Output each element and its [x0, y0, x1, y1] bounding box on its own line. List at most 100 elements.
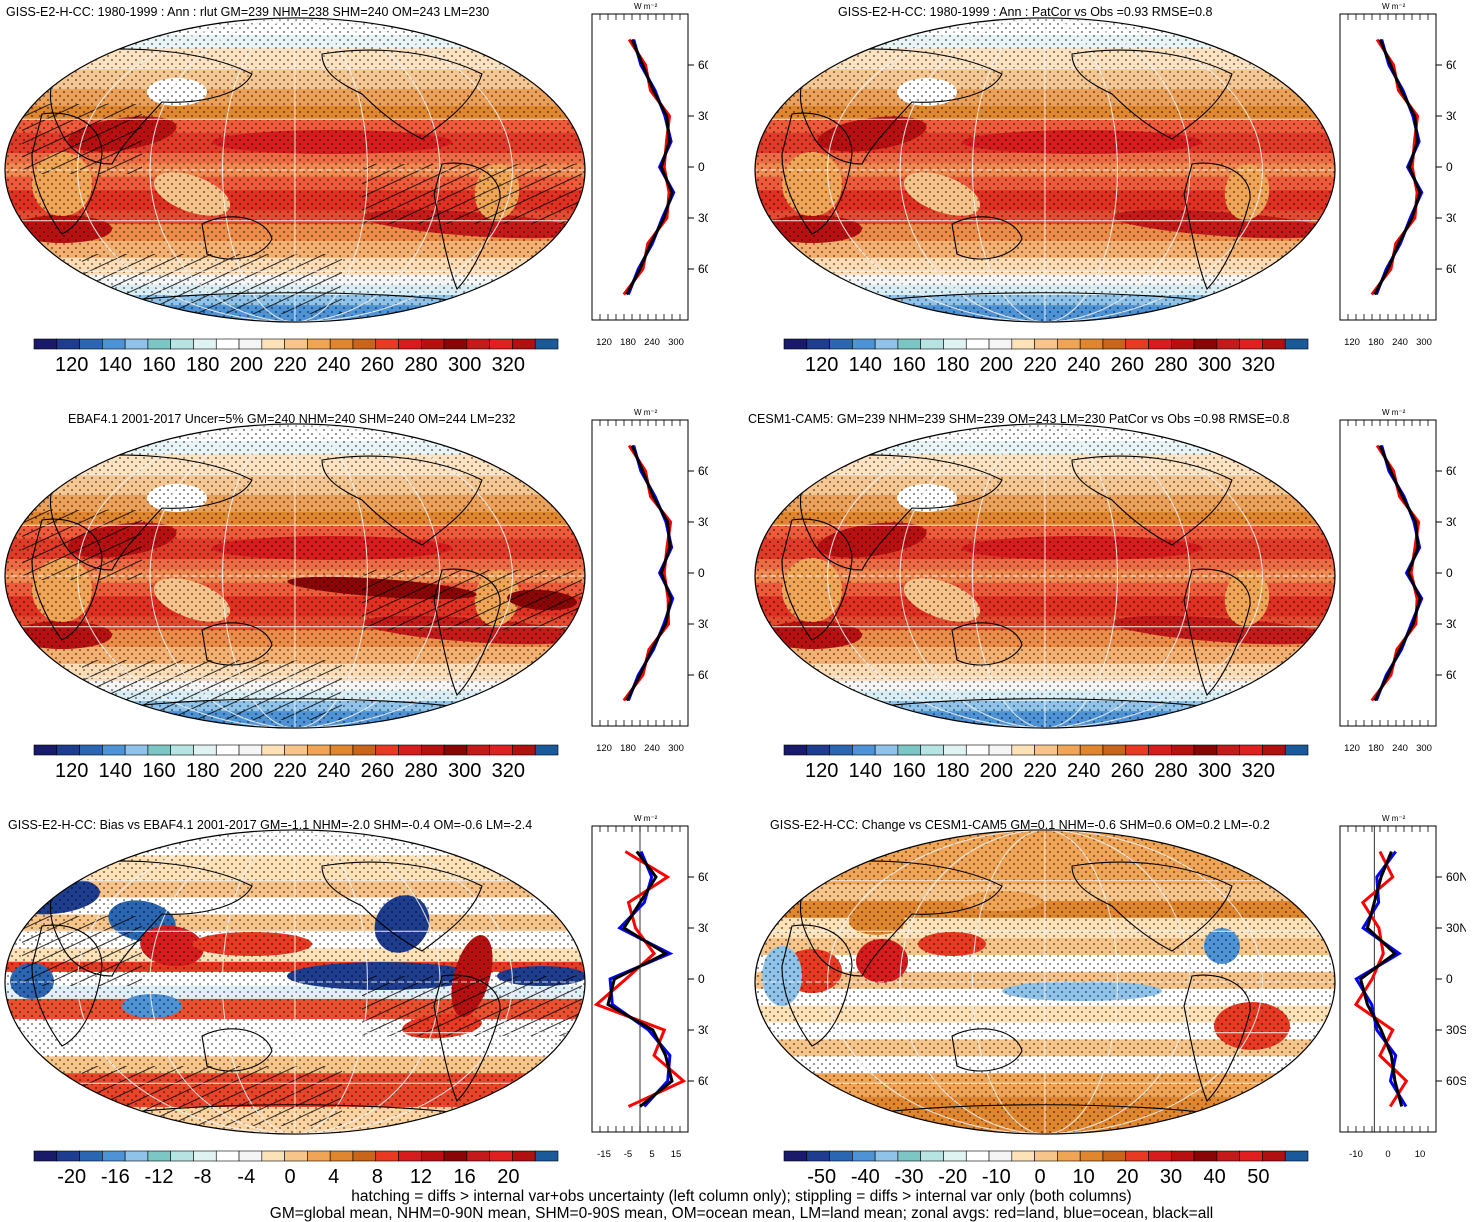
colorbar-segment [238, 744, 263, 756]
coastline-south-america [1183, 568, 1251, 696]
colorbar-tick-label: 180 [186, 354, 219, 376]
colorbar-segment [852, 338, 876, 350]
coastline-north-america [321, 861, 483, 952]
zonal-lat-label: 30N [698, 515, 708, 529]
colorbar-tick-label: 4 [328, 1166, 339, 1188]
colorbar-segment [1057, 1150, 1081, 1162]
zonal-unit-label: W m⁻² [634, 814, 658, 823]
colorbar-segment [920, 744, 944, 756]
zonal-lat-label: 30S [1446, 211, 1456, 225]
colorbar-tick-label: 280 [404, 760, 437, 782]
zonal-x-tick-label: 120 [596, 337, 612, 348]
colorbar-segment [193, 1150, 217, 1162]
zonal-lat-label: 30S [1446, 617, 1456, 631]
colorbar-tick-label: -30 [895, 1166, 924, 1188]
coastline-eurasia [799, 454, 1003, 571]
zonal-x-tick-label: 120 [1344, 337, 1360, 348]
colorbar-tick-label: 320 [1242, 760, 1275, 782]
colorbar-segment [1102, 1150, 1127, 1162]
colorbar-segment [284, 338, 308, 350]
colorbar-segment [1193, 1150, 1218, 1162]
colorbar-tick-label: 240 [317, 354, 350, 376]
coastline-antarctica [851, 698, 1233, 711]
coastline-antarctica [851, 1104, 1233, 1117]
zonal-land-line [1353, 850, 1409, 1108]
coastline-south-america [433, 162, 501, 290]
zonal-ocean-line [627, 445, 675, 702]
colorbar-tick-label: 220 [1023, 354, 1056, 376]
colorbar-segment [329, 1150, 354, 1162]
colorbar-segment [124, 744, 149, 756]
colorbar-segment [829, 1150, 853, 1162]
zonal-x-tick-label: 10 [1415, 1149, 1426, 1160]
graticule-meridian [971, 17, 1046, 323]
colorbar-segment [1171, 338, 1195, 350]
colorbar-segment [1239, 744, 1263, 756]
zonal-lat-label: 30N [1446, 921, 1466, 935]
colorbar-segment [466, 338, 490, 350]
zonal-land-line [593, 850, 687, 1108]
zonal-mean-plot: W m⁻² 60N 30N 0 30S 60S -15 -5 5 15 [591, 814, 708, 1160]
map-border [4, 17, 586, 323]
colorbar-segment [1262, 744, 1286, 756]
colorbar: 120 140 160 180 200 220 240 260 280 300 320 [783, 338, 1309, 376]
colorbar-segment [124, 1150, 149, 1162]
colorbar-segment [988, 1150, 1013, 1162]
coastline-africa [781, 924, 853, 1047]
colorbar-tick-label: 220 [273, 354, 306, 376]
colorbar-tick-label: 260 [361, 760, 394, 782]
graticule-meridian [971, 829, 1046, 1135]
zonal-lat-label: 60S [1446, 1074, 1466, 1088]
panel-title: GISS-E2-H-CC: Bias vs EBAF4.1 2001-2017 … [8, 818, 533, 832]
colorbar-segment [307, 338, 331, 350]
graticule-meridian [294, 423, 369, 729]
colorbar-tick-label: 20 [497, 1166, 519, 1188]
map-border [4, 829, 586, 1135]
colorbar-segment [1148, 338, 1172, 350]
hatching [82, 660, 342, 720]
colorbar-tick-label: -40 [851, 1166, 880, 1188]
colorbar: 120 140 160 180 200 220 240 260 280 300 320 [33, 338, 559, 376]
colorbar-segment [874, 744, 899, 756]
coastlines [781, 860, 1251, 1117]
colorbar-segment [1262, 338, 1286, 350]
colorbar-segment [284, 744, 308, 756]
colorbar-segment [1011, 744, 1035, 756]
coastline-eurasia [49, 454, 253, 571]
graticule [754, 829, 1335, 1135]
global-map [754, 17, 1336, 323]
graticule-meridian [149, 829, 296, 1135]
colorbar-tick-label: 260 [1111, 760, 1144, 782]
coastline-australia [951, 622, 1023, 666]
colorbar-segment [215, 1150, 240, 1162]
hatching [82, 254, 342, 314]
zonal-mean-plot: W m⁻² 60N 30N 0 30S 60S 120 180 240 300 [591, 2, 708, 348]
zonal-lat-label: 30N [1446, 515, 1456, 529]
colorbar-segment [398, 1150, 422, 1162]
colorbar-segment [238, 338, 263, 350]
colorbar-tick-label: 160 [142, 354, 175, 376]
graticule-meridian [149, 423, 296, 729]
colorbar-segment [466, 744, 490, 756]
colorbar-segment [79, 1150, 103, 1162]
colorbar-segment [874, 338, 899, 350]
zonal-mean-plot: W m⁻² 60N 30N 0 30S 60S -10 0 10 [1339, 814, 1466, 1160]
zonal-ocean-line [1375, 445, 1424, 702]
zonal-unit-label: W m⁻² [1382, 2, 1406, 11]
hatching [362, 976, 582, 1036]
colorbar-segment [829, 338, 853, 350]
colorbar-tick-label: 140 [849, 354, 882, 376]
coastline-antarctica [101, 292, 483, 305]
colorbar-segment [1239, 1150, 1263, 1162]
zonal-x-tick-label: 180 [1368, 337, 1384, 348]
zonal-x-tick-label: -15 [597, 1149, 611, 1160]
colorbar-segment [443, 338, 468, 350]
graticule-meridian [899, 829, 1046, 1135]
graticule [4, 423, 585, 729]
colorbar-tick-label: 120 [55, 354, 88, 376]
coastline-australia [201, 216, 273, 260]
colorbar-tick-label: 140 [849, 760, 882, 782]
colorbar-segment [1034, 744, 1058, 756]
panel-title: GISS-E2-H-CC: 1980-1999 : Ann : rlut GM=… [6, 5, 490, 19]
graticule-meridian [826, 829, 1046, 1135]
